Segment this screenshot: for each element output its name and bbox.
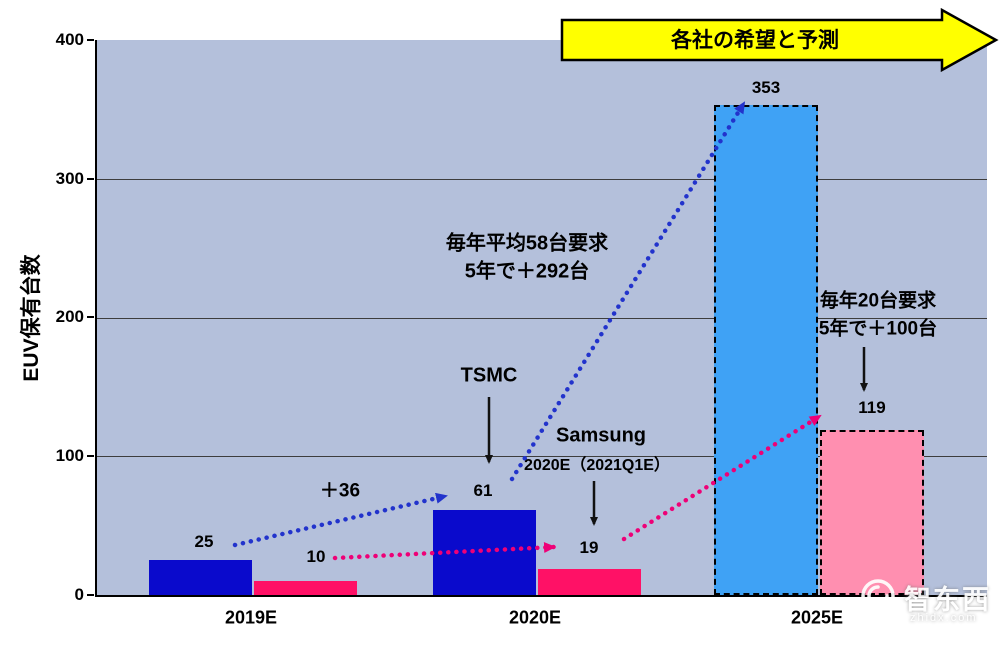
banner-label: 各社の希望と予測	[670, 28, 839, 52]
y-tick-mark	[87, 455, 94, 457]
annotation-samsung-name: Samsung	[555, 424, 647, 447]
y-tick-mark	[87, 594, 94, 596]
y-tick-mark	[87, 316, 94, 318]
watermark-site: zhidx.com	[910, 612, 978, 624]
value-label-tsmc-2025: 353	[751, 78, 781, 97]
bar-tsmc-2019	[149, 560, 252, 595]
x-label-2025e: 2025E	[790, 607, 844, 628]
y-axis-title: EUV保有台数	[20, 254, 43, 382]
banner-arrow-shape	[560, 8, 999, 72]
value-label-tsmc-2020: 61	[473, 481, 493, 500]
value-label-tsmc-2019: 25	[194, 532, 214, 551]
annotation-samsung-sub: 2020E（2021Q1E）	[524, 457, 670, 474]
y-tick-mark	[87, 39, 94, 41]
forecast-banner: 各社の希望と予測	[560, 8, 999, 72]
value-label-samsung-2020: 19	[579, 538, 599, 557]
y-tick-label-300: 300	[55, 169, 84, 188]
x-label-2019e: 2019E	[224, 607, 278, 628]
y-tick-label-400: 400	[55, 30, 84, 49]
annotation-samsung-demand-line1: 毎年20台要求	[819, 290, 937, 312]
annotation-tsmc-name: TSMC	[460, 364, 518, 387]
annotation-tsmc-demand-line1: 毎年平均58台要求	[445, 232, 609, 255]
value-label-samsung-2019: 10	[306, 547, 326, 566]
y-tick-label-100: 100	[55, 446, 84, 465]
bar-samsung-2020	[538, 568, 641, 595]
annotation-tsmc-demand-line2: 5年で＋292台	[464, 260, 590, 283]
bar-samsung-2019	[254, 581, 357, 595]
bar-samsung-2025-forecast	[820, 429, 924, 595]
annotation-plus36: ＋36	[319, 480, 361, 502]
y-tick-label-0: 0	[74, 585, 84, 604]
value-label-samsung-2025: 119	[858, 398, 886, 417]
y-tick-label-200: 200	[55, 307, 84, 326]
gridline-300	[97, 179, 987, 180]
bar-tsmc-2020	[433, 510, 536, 595]
watermark-name: 智东西	[904, 585, 991, 615]
watermark-logo-icon	[861, 579, 895, 613]
bar-tsmc-2025-forecast	[714, 105, 818, 595]
y-tick-mark	[87, 178, 94, 180]
annotation-samsung-demand-line2: 5年で＋100台	[818, 318, 938, 340]
x-label-2020e: 2020E	[508, 607, 562, 628]
